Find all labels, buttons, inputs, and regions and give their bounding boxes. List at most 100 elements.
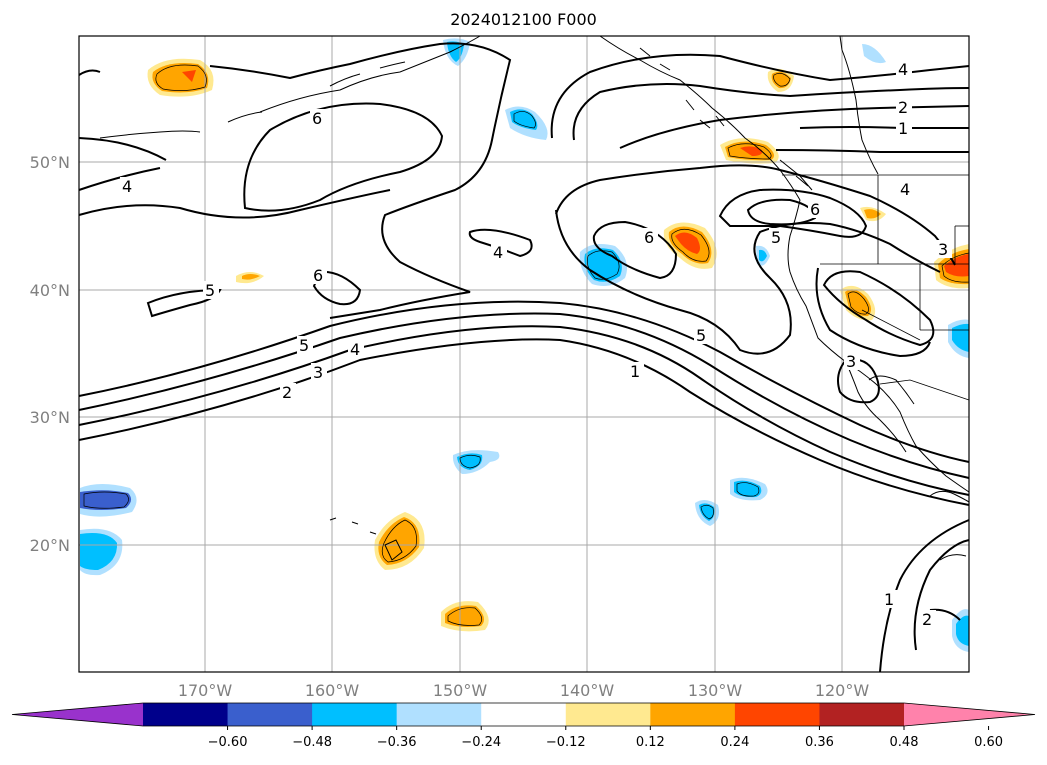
contour-label: 3 (938, 240, 948, 259)
contour-line (78, 300, 970, 463)
contour-line (78, 325, 970, 496)
anomaly-outlines (83, 64, 970, 626)
colorbar-extend-low (12, 703, 143, 726)
contour-line (718, 188, 868, 238)
contour-label: 4 (900, 180, 910, 199)
contour-line (619, 105, 970, 149)
contour-line (243, 102, 444, 212)
anomaly-patch (740, 146, 763, 156)
colorbar-tick-label: 0.24 (720, 735, 749, 750)
contour-label: 4 (350, 340, 360, 359)
anomaly-patch (864, 209, 881, 219)
lon-tick-label: 160°W (305, 681, 360, 700)
map-title: 2024012100 F000 (450, 10, 597, 29)
contour-line (879, 519, 970, 673)
colorbar-tick-label: 0.48 (890, 735, 919, 750)
anomaly-patch (944, 254, 969, 277)
colorbar-segment (734, 703, 820, 726)
anomaly-patch (845, 289, 872, 317)
contour-label: 2 (922, 610, 932, 629)
contour-line (775, 149, 969, 153)
contour-line (555, 209, 941, 355)
colorbar-segment (396, 703, 482, 726)
contour-label: 2 (282, 383, 292, 402)
colorbar-segment (227, 703, 313, 726)
colorbar-tick-label: −0.12 (546, 735, 586, 750)
contour-label: 5 (299, 336, 309, 355)
contour-line (837, 358, 880, 404)
colorbar-outline (11, 702, 1036, 727)
contour-line (592, 220, 678, 280)
anomaly-patch (445, 605, 485, 627)
colorbar-segment (312, 703, 398, 726)
lat-tick-labels: 50°N 40°N 30°N 20°N (30, 153, 70, 555)
plot-frame (78, 35, 970, 673)
contour-label: 3 (846, 352, 856, 371)
contour-line (78, 189, 391, 219)
colorbar-tick-label: −0.24 (461, 735, 501, 750)
contour-line (78, 137, 167, 161)
colorbar-segment (819, 703, 905, 726)
anomaly-patch (242, 274, 260, 280)
lat-tick-label: 30°N (30, 408, 70, 427)
contour-line (78, 167, 161, 191)
contour-label: 6 (312, 109, 322, 128)
anomaly-patch (80, 533, 118, 570)
colorbar-tick-label: 0.36 (805, 735, 834, 750)
contour-label: 5 (771, 228, 781, 247)
lon-tick-label: 130°W (688, 681, 743, 700)
contour-label: 4 (493, 243, 503, 262)
contour-line (312, 270, 362, 306)
lon-tick-label: 140°W (560, 681, 615, 700)
contour-line (799, 126, 969, 129)
contour-label: 4 (898, 60, 908, 79)
anomaly-patch (675, 232, 700, 254)
contour-line (209, 42, 512, 319)
contour-label: 1 (884, 590, 894, 609)
contour-label: 2 (898, 98, 908, 117)
lat-tick-label: 50°N (30, 153, 70, 172)
contour-line (929, 608, 961, 621)
contour-lines (78, 42, 970, 673)
lon-tick-labels: 170°W 160°W 150°W 140°W 130°W 120°W (178, 681, 870, 700)
contour-label: 1 (630, 362, 640, 381)
contour-line (78, 69, 101, 76)
contour-label: 5 (205, 281, 215, 300)
contour-label: 6 (313, 266, 323, 285)
colorbar-segment (143, 703, 229, 726)
colorbar-tick-label: 0.60 (974, 735, 1003, 750)
contour-line (468, 228, 533, 258)
colorbar: −0.60 −0.48 −0.36 −0.24 −0.12 0.12 0.24 0.36 0.4… (11, 702, 1036, 750)
contour-line (550, 53, 970, 139)
contour-line (913, 539, 970, 651)
anomaly-patch (182, 70, 196, 82)
contour-label: 4 (122, 177, 132, 196)
contour-label: 3 (313, 363, 323, 382)
colorbar-tick-label: −0.36 (377, 735, 417, 750)
contour-line (572, 83, 970, 141)
lat-tick-label: 40°N (30, 281, 70, 300)
colorbar-extend-high (904, 703, 1035, 726)
contour-line (555, 164, 956, 266)
contour-line (78, 338, 970, 506)
anomaly-patch (699, 503, 715, 521)
contour-line (78, 312, 970, 479)
contour-label: 5 (696, 326, 706, 345)
contour-label: 1 (898, 119, 908, 138)
lat-tick-label: 20°N (30, 536, 70, 555)
colorbar-segment (565, 703, 651, 726)
colorbar-tick-label: −0.60 (208, 735, 248, 750)
colorbar-segment (481, 703, 567, 726)
graticule (79, 36, 969, 672)
contour-label: 6 (810, 200, 820, 219)
lon-tick-label: 150°W (433, 681, 488, 700)
lon-tick-label: 170°W (178, 681, 233, 700)
contour-label: 6 (644, 228, 654, 247)
colorbar-segment (650, 703, 736, 726)
anomaly-patch (759, 249, 767, 262)
colorbar-tick-label: −0.48 (292, 735, 332, 750)
plot-area (79, 36, 969, 672)
borders (782, 174, 970, 401)
anomaly-patch (952, 323, 969, 352)
